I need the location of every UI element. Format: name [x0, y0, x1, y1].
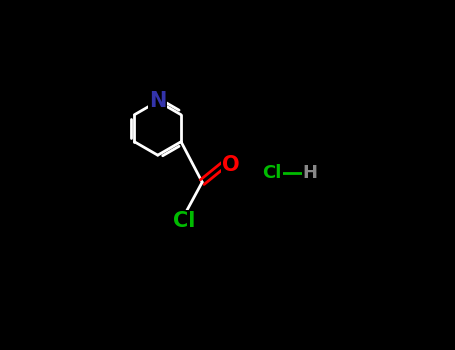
- Text: N: N: [149, 91, 167, 111]
- Text: O: O: [222, 155, 240, 175]
- Text: H: H: [303, 164, 318, 182]
- Text: Cl: Cl: [173, 211, 196, 231]
- Text: Cl: Cl: [263, 164, 282, 182]
